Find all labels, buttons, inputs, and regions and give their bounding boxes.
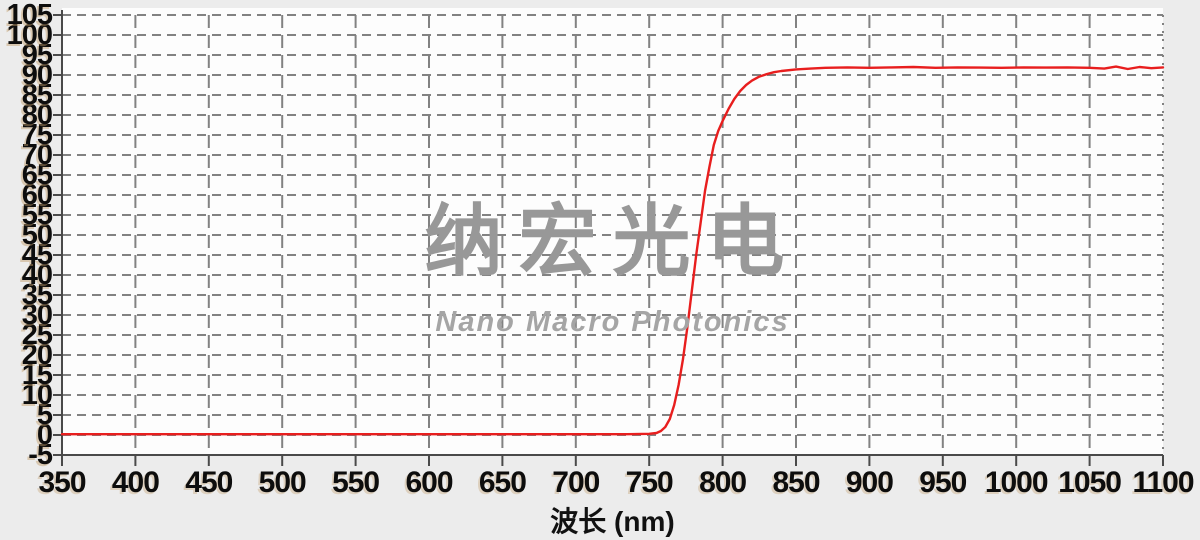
- y-tick-label: 40: [21, 259, 53, 291]
- y-tick-label: 95: [21, 39, 53, 71]
- y-tick-label: 85: [21, 79, 53, 111]
- y-tick-label: 15: [21, 359, 53, 391]
- x-tick-label: 700: [552, 466, 600, 499]
- x-tick-label: 650: [478, 466, 527, 499]
- y-tick-label: 65: [21, 159, 53, 191]
- y-tick-label: 80: [21, 99, 53, 131]
- y-tick-label: 50: [21, 219, 53, 251]
- x-tick-label: 600: [405, 466, 453, 499]
- y-tick-label: 75: [21, 119, 53, 151]
- x-tick-label: 1000: [984, 466, 1049, 499]
- y-tick-label: 70: [21, 139, 53, 171]
- y-tick-label: 45: [21, 239, 53, 271]
- y-tick-label: 90: [21, 59, 53, 91]
- x-tick-label: 750: [625, 466, 674, 499]
- x-axis-title: 波长 (nm): [550, 506, 675, 537]
- y-tick-label: 35: [21, 279, 53, 311]
- x-tick-label: 400: [111, 466, 160, 499]
- y-tick-label: 25: [21, 319, 53, 351]
- x-tick-label: 1050: [1058, 466, 1122, 499]
- plot-area: [62, 8, 1163, 455]
- y-tick-label: 100: [6, 19, 53, 51]
- x-tick-label: 350: [38, 466, 86, 499]
- x-tick-label: 900: [845, 466, 894, 499]
- y-tick-label: 55: [21, 199, 53, 231]
- x-tick-label: 800: [699, 466, 747, 499]
- x-tick-label: 1100: [1132, 466, 1194, 499]
- x-tick-label: 950: [919, 466, 967, 499]
- x-tick-label: 500: [258, 466, 307, 499]
- y-tick-label: 5: [36, 399, 53, 431]
- y-tick-label: 105: [6, 0, 53, 31]
- x-tick-label: 850: [772, 466, 820, 499]
- y-tick-label: -5: [28, 439, 53, 471]
- y-tick-label: 0: [36, 419, 53, 451]
- x-tick-label: 550: [332, 466, 380, 499]
- y-tick-label: 10: [21, 379, 53, 411]
- y-tick-label: 20: [21, 339, 53, 371]
- x-tick-label: 450: [185, 466, 233, 499]
- y-tick-label: 30: [21, 299, 53, 331]
- y-tick-label: 60: [21, 179, 53, 211]
- transmission-curve: [60, 65, 1165, 436]
